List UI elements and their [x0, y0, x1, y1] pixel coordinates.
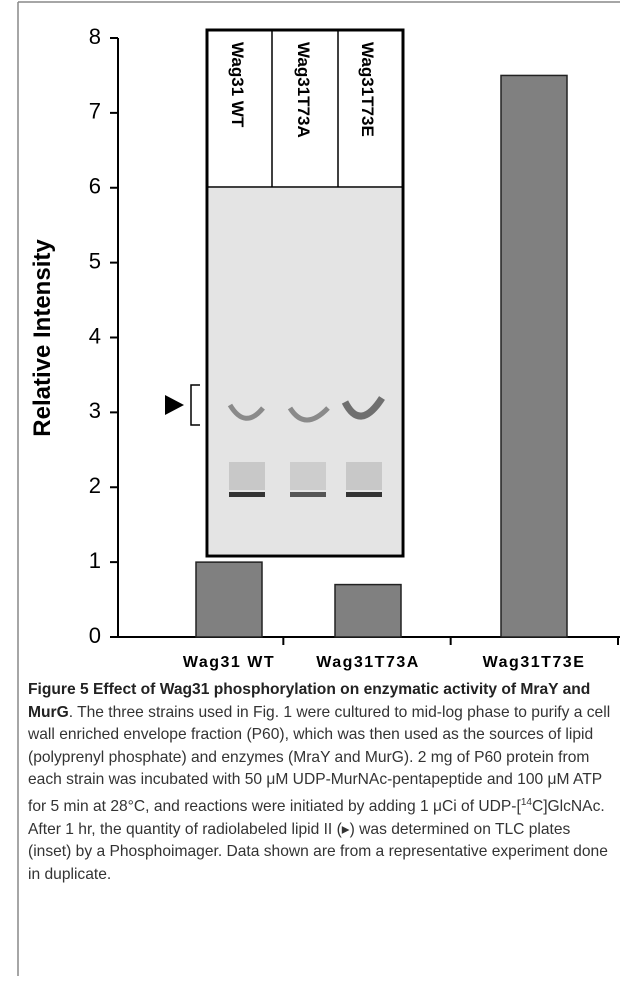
- y-tick-label: 6: [89, 174, 101, 199]
- bar: [335, 585, 401, 637]
- caption: Figure 5 Effect of Wag31 phosphorylation…: [28, 679, 614, 887]
- y-tick-label: 2: [89, 473, 101, 498]
- x-tick-label: Wag31T73E: [483, 654, 586, 671]
- figure: Relative Intensity 0 1 2 3 4 5 6 7 8 Wag31 WT Wag3…: [0, 0, 620, 986]
- gel: [209, 188, 401, 554]
- inset-lane-label: Wag31T73E: [358, 42, 377, 137]
- gel-smear: [346, 462, 382, 490]
- x-tick-label: Wag31T73A: [316, 654, 420, 671]
- y-axis-label: Relative Intensity: [29, 239, 56, 437]
- y-tick-label: 5: [89, 248, 101, 273]
- bar: [501, 75, 567, 637]
- gel-smear: [229, 462, 265, 490]
- inset-lane-label: Wag31T73A: [294, 42, 313, 138]
- gel-band: [229, 492, 265, 497]
- y-tick-label: 3: [89, 398, 101, 423]
- inset-lane-label: Wag31 WT: [228, 42, 247, 128]
- gel-band: [346, 492, 382, 497]
- x-tick-label: Wag31 WT: [183, 654, 275, 671]
- bracket: [191, 385, 200, 425]
- bar: [196, 562, 262, 637]
- y-tick-label: 7: [89, 99, 101, 124]
- arrowhead: [165, 395, 184, 415]
- gel-smear: [290, 462, 326, 490]
- y-tick-label: 8: [89, 24, 101, 49]
- gel-band: [290, 492, 326, 497]
- y-tick-label: 0: [89, 623, 101, 648]
- y-tick-label: 1: [89, 548, 101, 573]
- caption-superscript: 14: [521, 797, 532, 808]
- y-tick-label: 4: [89, 323, 101, 348]
- chart: Relative Intensity 0 1 2 3 4 5 6 7 8 Wag31 WT Wag3…: [0, 0, 620, 675]
